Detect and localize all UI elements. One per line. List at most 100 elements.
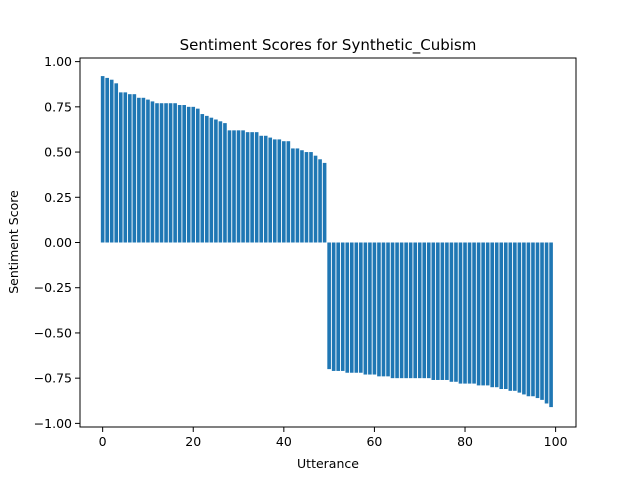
bar bbox=[173, 103, 177, 243]
bar bbox=[413, 242, 417, 379]
bar bbox=[177, 105, 182, 243]
bar bbox=[540, 242, 544, 400]
bar bbox=[395, 242, 399, 379]
bar bbox=[263, 135, 268, 243]
bar bbox=[168, 103, 173, 243]
bar bbox=[282, 141, 286, 243]
bar bbox=[191, 106, 196, 243]
bar bbox=[440, 242, 445, 380]
bar bbox=[535, 242, 540, 399]
bar bbox=[490, 242, 495, 388]
y-tick-label: 0.50 bbox=[44, 145, 72, 160]
bar bbox=[218, 121, 223, 243]
bar bbox=[272, 139, 277, 243]
bar bbox=[195, 108, 200, 243]
bar bbox=[544, 242, 549, 404]
bar bbox=[223, 123, 227, 243]
bar bbox=[549, 242, 553, 408]
y-axis-label: Sentiment Score bbox=[6, 190, 21, 294]
bar bbox=[114, 83, 119, 243]
bar bbox=[277, 139, 282, 243]
bar bbox=[295, 148, 300, 243]
y-tick-label: −0.50 bbox=[34, 325, 72, 340]
bar bbox=[236, 130, 241, 243]
bar bbox=[150, 101, 155, 243]
bar bbox=[381, 242, 386, 377]
bar bbox=[499, 242, 504, 390]
bar bbox=[182, 105, 186, 243]
bar bbox=[526, 242, 531, 397]
y-tick-label: −1.00 bbox=[34, 416, 72, 431]
y-tick-label: 0.75 bbox=[44, 99, 72, 114]
chart-title: Sentiment Scores for Synthetic_Cubism bbox=[180, 36, 477, 55]
bar bbox=[123, 92, 128, 243]
bar bbox=[155, 103, 159, 243]
bar bbox=[372, 242, 377, 375]
x-axis-label: Utterance bbox=[297, 456, 359, 471]
bar bbox=[363, 242, 368, 375]
x-tick-label: 20 bbox=[185, 434, 201, 449]
bar bbox=[449, 242, 454, 382]
bar bbox=[336, 242, 340, 371]
x-tick-label: 80 bbox=[457, 434, 473, 449]
bar bbox=[286, 141, 291, 243]
bar bbox=[368, 242, 372, 375]
bar bbox=[304, 152, 309, 243]
y-tick-label: 1.00 bbox=[44, 54, 72, 69]
bar bbox=[445, 242, 449, 380]
bar bbox=[291, 148, 295, 243]
x-tick-label: 100 bbox=[544, 434, 568, 449]
x-tick-label: 0 bbox=[99, 434, 107, 449]
bar bbox=[309, 152, 313, 243]
bar bbox=[399, 242, 404, 379]
bar bbox=[345, 242, 350, 373]
bar bbox=[494, 242, 499, 388]
bar bbox=[259, 135, 263, 243]
bar bbox=[472, 242, 476, 384]
bar bbox=[485, 242, 490, 386]
bar bbox=[458, 242, 463, 384]
bar bbox=[386, 242, 390, 377]
bar bbox=[250, 132, 254, 243]
bar bbox=[141, 97, 146, 243]
bar bbox=[467, 242, 472, 384]
bar bbox=[105, 77, 109, 243]
bar bbox=[205, 115, 209, 243]
bar bbox=[313, 155, 318, 243]
bar bbox=[463, 242, 467, 384]
bar bbox=[100, 76, 105, 243]
bar bbox=[377, 242, 381, 377]
bar bbox=[322, 162, 327, 243]
y-tick-label: 0.25 bbox=[44, 190, 72, 205]
bar bbox=[241, 130, 245, 243]
bar bbox=[159, 103, 164, 243]
bar bbox=[522, 242, 526, 395]
bar bbox=[426, 242, 431, 379]
y-tick-label: −0.25 bbox=[34, 280, 72, 295]
bar bbox=[254, 132, 259, 243]
bar bbox=[354, 242, 359, 373]
bar bbox=[508, 242, 513, 391]
bar bbox=[268, 137, 273, 243]
bar bbox=[128, 94, 132, 243]
bar bbox=[422, 242, 427, 379]
bar bbox=[481, 242, 485, 386]
bar bbox=[513, 242, 517, 391]
bar-series bbox=[100, 76, 553, 408]
bar bbox=[118, 92, 123, 243]
bar bbox=[531, 242, 535, 397]
bar bbox=[327, 242, 331, 370]
bar bbox=[232, 130, 236, 243]
bar bbox=[436, 242, 440, 380]
bar bbox=[214, 119, 218, 243]
bar bbox=[431, 242, 436, 380]
bar bbox=[340, 242, 345, 371]
bar bbox=[300, 150, 304, 243]
bar bbox=[331, 242, 336, 371]
bar bbox=[517, 242, 522, 393]
y-tick-label: −0.75 bbox=[34, 371, 72, 386]
bar bbox=[209, 117, 214, 243]
bar bbox=[359, 242, 363, 373]
bar bbox=[109, 79, 114, 243]
